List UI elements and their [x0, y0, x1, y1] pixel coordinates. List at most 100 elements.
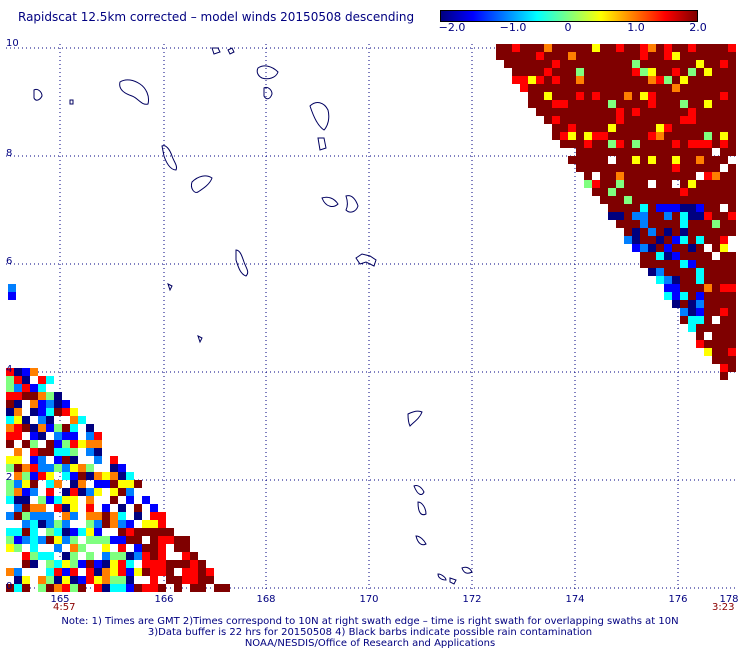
wind-cell: [680, 204, 688, 212]
wind-cell: [728, 260, 736, 268]
wind-cell: [30, 552, 38, 560]
wind-cell: [30, 512, 38, 520]
wind-cell: [584, 140, 592, 148]
wind-cell: [600, 116, 608, 124]
wind-cell: [680, 44, 688, 52]
wind-cell: [728, 204, 736, 212]
wind-cell: [688, 76, 696, 84]
wind-cell: [712, 284, 720, 292]
wind-cell: [696, 308, 704, 316]
island-outline: [321, 196, 339, 207]
wind-cell: [110, 536, 118, 544]
wind-cell: [640, 188, 648, 196]
wind-cell: [62, 464, 70, 472]
wind-cell: [704, 156, 712, 164]
wind-cell: [608, 44, 616, 52]
wind-cell: [640, 156, 648, 164]
island-outline: [197, 335, 203, 344]
wind-cell: [62, 456, 70, 464]
wind-cell: [648, 60, 656, 68]
wind-cell: [672, 204, 680, 212]
wind-cell: [728, 316, 736, 324]
wind-cell: [680, 52, 688, 60]
wind-cell: [728, 220, 736, 228]
wind-cell: [632, 172, 640, 180]
wind-cell: [648, 156, 656, 164]
wind-cell: [592, 116, 600, 124]
wind-cell: [568, 44, 576, 52]
wind-cell: [720, 44, 728, 52]
wind-cell: [568, 108, 576, 116]
island-outline: [355, 253, 377, 267]
wind-cell: [672, 228, 680, 236]
wind-cell: [720, 148, 728, 156]
wind-cell: [616, 212, 624, 220]
wind-cell: [728, 268, 736, 276]
wind-cell: [680, 60, 688, 68]
wind-cell: [14, 416, 22, 424]
wind-cell: [696, 132, 704, 140]
wind-cell: [608, 204, 616, 212]
wind-cell: [728, 124, 736, 132]
wind-cell: [62, 440, 70, 448]
y-tick-label: 4: [6, 364, 13, 375]
wind-cell: [6, 456, 14, 464]
wind-cell: [158, 544, 166, 552]
wind-cell: [712, 196, 720, 204]
wind-cell: [504, 44, 512, 52]
wind-cell: [6, 416, 14, 424]
wind-cell: [712, 212, 720, 220]
right-swath-time: 3:23: [712, 602, 735, 613]
wind-cell: [688, 140, 696, 148]
wind-cell: [632, 60, 640, 68]
wind-cell: [536, 68, 544, 76]
wind-cell: [134, 568, 142, 576]
wind-cell: [656, 100, 664, 108]
wind-cell: [624, 100, 632, 108]
wind-cell: [688, 316, 696, 324]
wind-cell: [102, 560, 110, 568]
wind-cell: [728, 44, 736, 52]
wind-cell: [30, 520, 38, 528]
wind-cell: [528, 100, 536, 108]
wind-cell: [696, 60, 704, 68]
wind-cell: [688, 268, 696, 276]
island-outline: [211, 47, 221, 55]
wind-cell: [14, 584, 22, 592]
wind-cell: [696, 140, 704, 148]
wind-cell: [14, 408, 22, 416]
wind-cell: [696, 252, 704, 260]
wind-cell: [46, 392, 54, 400]
wind-cell: [166, 536, 174, 544]
wind-cell: [174, 576, 182, 584]
wind-cell: [6, 496, 14, 504]
wind-cell: [38, 576, 46, 584]
wind-cell: [616, 188, 624, 196]
wind-cell: [504, 52, 512, 60]
wind-cell: [640, 196, 648, 204]
wind-cell: [720, 132, 728, 140]
wind-cell: [672, 300, 680, 308]
wind-cell: [54, 432, 62, 440]
wind-cell: [142, 528, 150, 536]
wind-cell: [664, 268, 672, 276]
wind-cell: [544, 44, 552, 52]
wind-cell: [70, 576, 78, 584]
wind-cell: [158, 552, 166, 560]
wind-cell: [102, 576, 110, 584]
wind-cell: [110, 512, 118, 520]
wind-cell: [616, 76, 624, 84]
wind-cell: [70, 488, 78, 496]
wind-cell: [688, 172, 696, 180]
wind-cell: [600, 60, 608, 68]
x-tick-label: 168: [256, 594, 276, 605]
wind-cell: [720, 172, 728, 180]
wind-cell: [704, 92, 712, 100]
wind-cell: [190, 576, 198, 584]
wind-cell: [712, 68, 720, 76]
wind-cell: [624, 236, 632, 244]
wind-cell: [624, 108, 632, 116]
wind-cell: [54, 424, 62, 432]
wind-cell: [592, 108, 600, 116]
wind-cell: [664, 196, 672, 204]
